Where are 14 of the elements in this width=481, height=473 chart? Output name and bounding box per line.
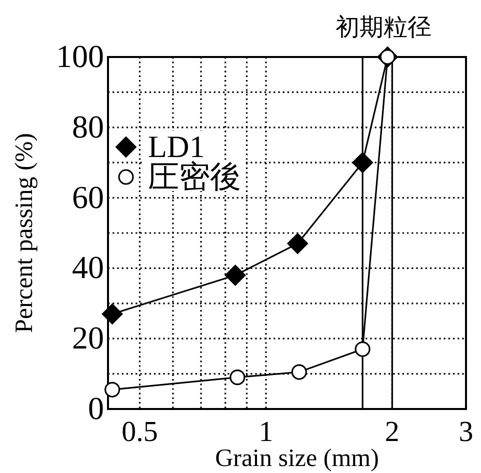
y-tick-label: 0 xyxy=(88,390,104,426)
legend-label: 圧密後 xyxy=(148,159,241,194)
y-tick-label: 20 xyxy=(72,320,104,356)
y-tick-label: 40 xyxy=(72,249,104,286)
y-tick-label: 100 xyxy=(56,38,104,74)
y-axis-title: Percent passing (%) xyxy=(11,133,38,333)
x-tick-label: 1 xyxy=(258,416,274,448)
y-tick-label: 60 xyxy=(72,178,104,215)
x-tick-label: 3 xyxy=(458,416,474,448)
x-tick-label: 0.5 xyxy=(122,416,158,448)
x-tick-label: 2 xyxy=(384,416,400,448)
annotation: 初期粒径 xyxy=(336,14,432,41)
x-axis-title: Grain size (mm) xyxy=(215,445,379,472)
y-tick-label: 80 xyxy=(72,108,104,144)
